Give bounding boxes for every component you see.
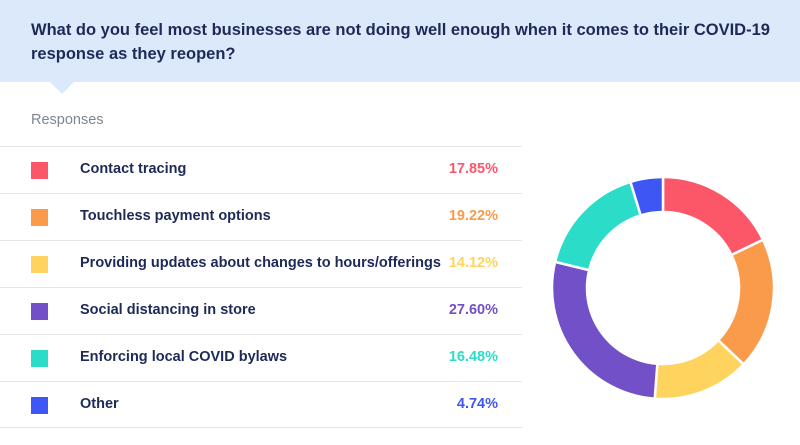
donut-slice — [628, 175, 665, 217]
donut-chart — [550, 175, 776, 401]
legend-value: 19.22% — [448, 208, 498, 224]
legend-value: 4.74% — [456, 396, 498, 412]
legend-row: Providing updates about changes to hours… — [0, 240, 522, 287]
question-line-1: What do you feel most businesses are not… — [31, 21, 770, 39]
banner-pointer — [50, 82, 74, 94]
legend-label: Providing updates about changes to hours… — [80, 255, 441, 271]
legend-row: Social distancing in store 27.60% — [0, 287, 522, 334]
donut-slice — [661, 175, 765, 257]
legend-swatch — [31, 256, 48, 273]
question-banner: What do you feel most businesses are not… — [0, 0, 800, 82]
question-text: What do you feel most businesses are not… — [31, 18, 771, 66]
legend-swatch — [31, 303, 48, 320]
legend-swatch — [31, 397, 48, 414]
legend-swatch — [31, 162, 48, 179]
legend-label: Enforcing local COVID bylaws — [80, 349, 288, 365]
legend-value: 27.60% — [448, 302, 498, 318]
donut-slice — [716, 238, 776, 367]
question-line-2: response as they reopen? — [31, 45, 236, 63]
legend-label: Touchless payment options — [80, 208, 271, 224]
donut-slice — [553, 180, 643, 272]
legend-table: Contact tracing 17.85% Touchless payment… — [0, 146, 522, 428]
legend-label: Other — [80, 396, 119, 412]
legend-label: Social distancing in store — [80, 302, 256, 318]
legend-label: Contact tracing — [80, 161, 187, 177]
donut-slice — [550, 260, 659, 401]
responses-heading: Responses — [31, 112, 104, 128]
legend-value: 17.85% — [448, 161, 498, 177]
legend-swatch — [31, 209, 48, 226]
legend-row: Contact tracing 17.85% — [0, 146, 522, 193]
legend-row: Other 4.74% — [0, 381, 522, 428]
legend-swatch — [31, 350, 48, 367]
legend-row: Touchless payment options 19.22% — [0, 193, 522, 240]
legend-value: 16.48% — [448, 349, 498, 365]
legend-row: Enforcing local COVID bylaws 16.48% — [0, 334, 522, 381]
legend-value: 14.12% — [448, 255, 498, 271]
